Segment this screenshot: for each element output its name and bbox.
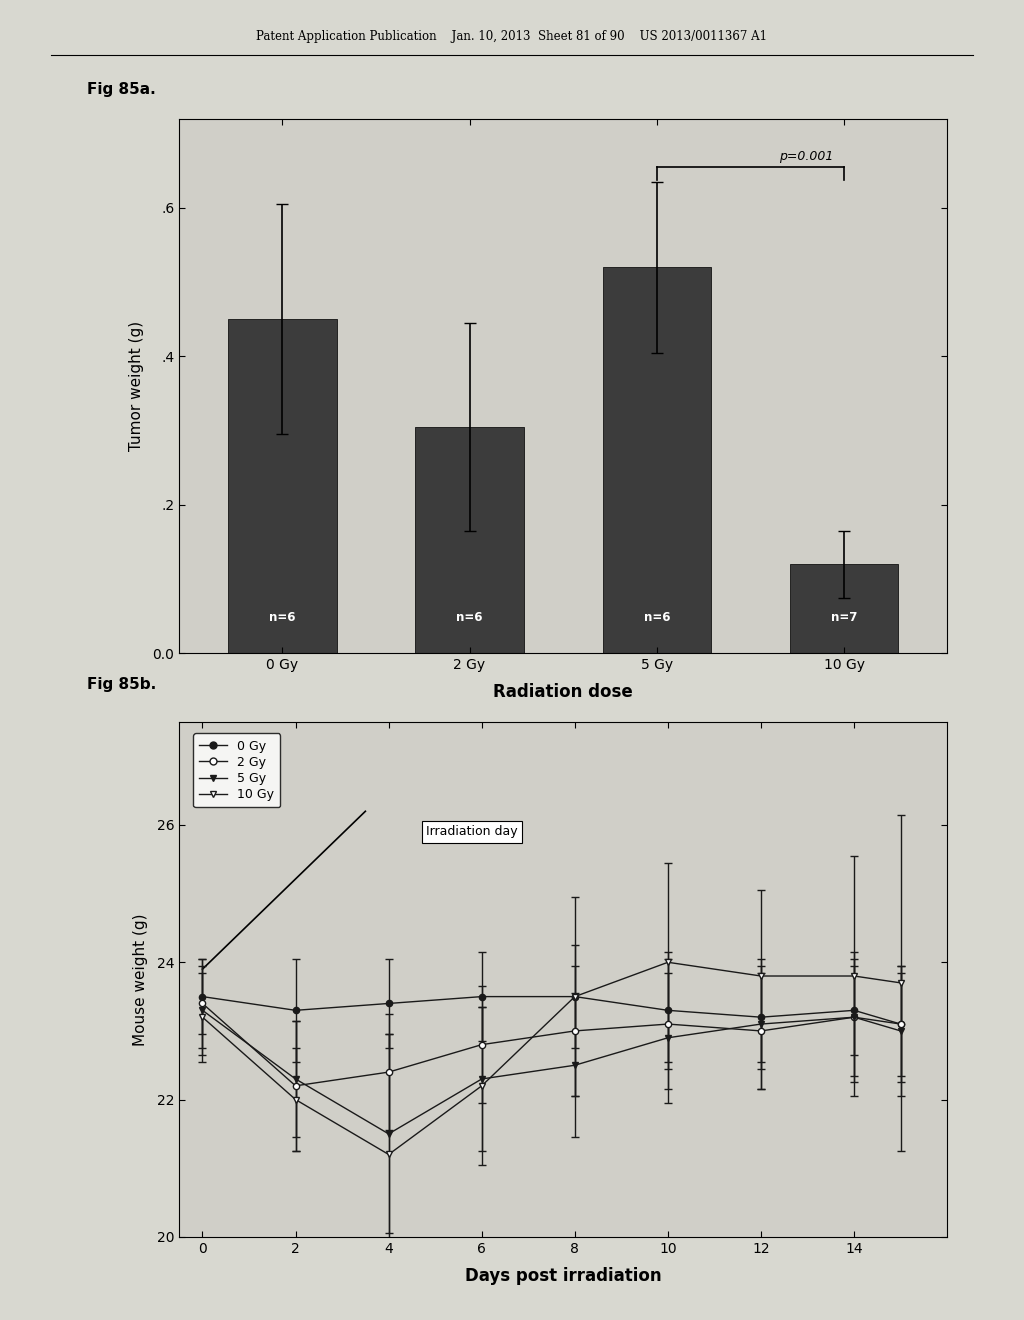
Text: Fig 85a.: Fig 85a. [87, 82, 156, 96]
Text: Patent Application Publication    Jan. 10, 2013  Sheet 81 of 90    US 2013/00113: Patent Application Publication Jan. 10, … [256, 30, 768, 44]
Y-axis label: Tumor weight (g): Tumor weight (g) [129, 321, 144, 451]
Bar [602, 267, 712, 653]
Text: n=6: n=6 [644, 611, 670, 623]
Text: Irradiation day: Irradiation day [426, 825, 517, 838]
Text: p=0.001: p=0.001 [778, 150, 833, 164]
Text: n=7: n=7 [831, 611, 857, 623]
Y-axis label: Mouse weight (g): Mouse weight (g) [133, 913, 148, 1045]
X-axis label: Days post irradiation: Days post irradiation [465, 1267, 662, 1284]
X-axis label: Radiation dose: Radiation dose [494, 684, 633, 701]
Text: n=6: n=6 [457, 611, 482, 623]
Bar [790, 565, 898, 653]
Bar [228, 319, 337, 653]
Text: Fig 85b.: Fig 85b. [87, 677, 157, 692]
Text: n=6: n=6 [269, 611, 296, 623]
Legend: 0 Gy, 2 Gy, 5 Gy, 10 Gy: 0 Gy, 2 Gy, 5 Gy, 10 Gy [194, 734, 281, 808]
Bar [415, 426, 524, 653]
